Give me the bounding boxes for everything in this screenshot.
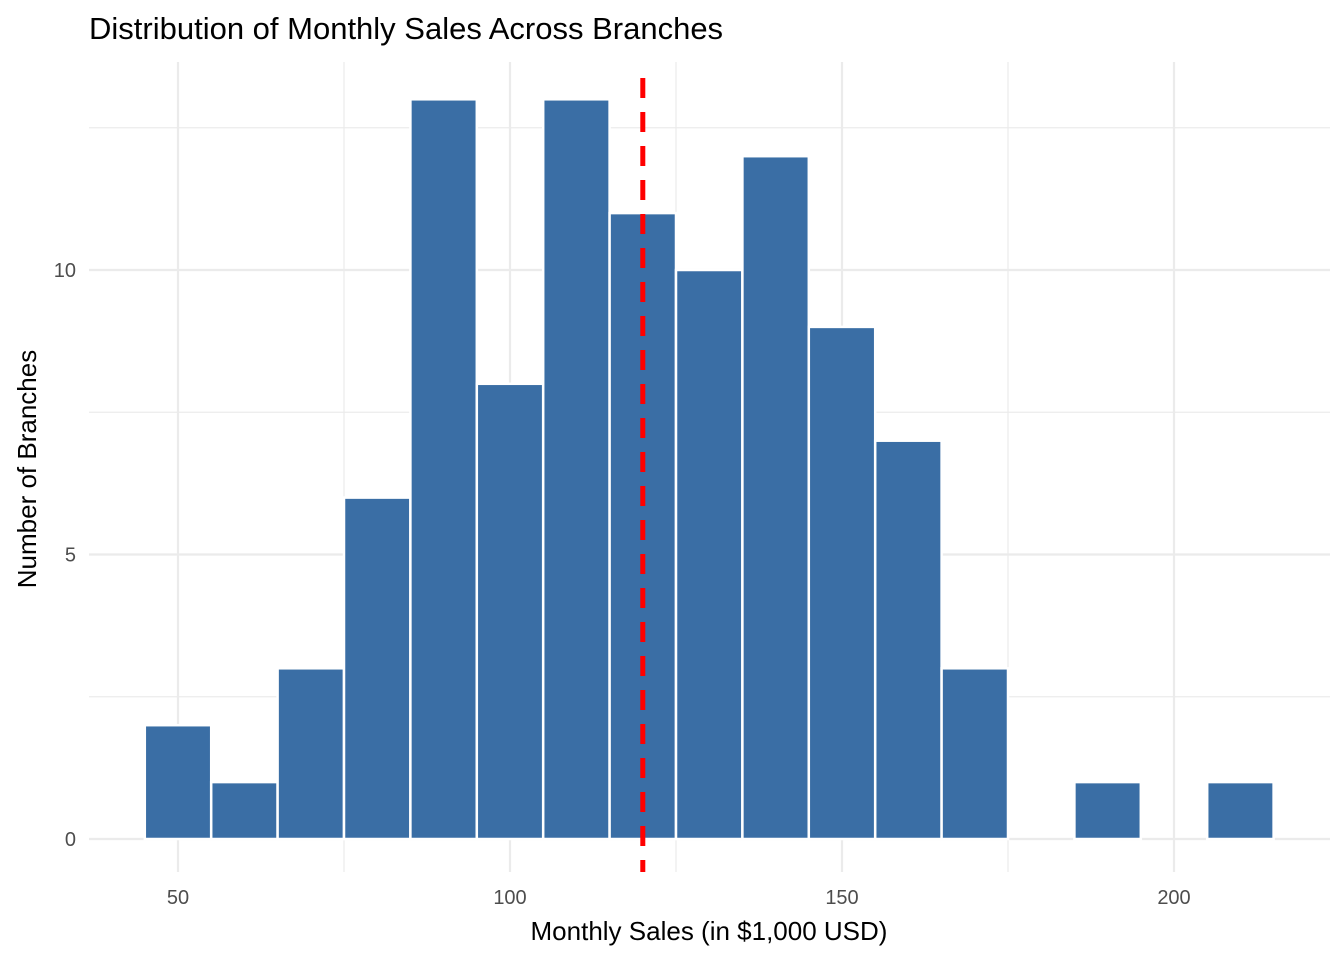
histogram-bar xyxy=(409,98,479,841)
histogram-bar xyxy=(1205,780,1275,841)
histogram-bar xyxy=(741,154,811,841)
histogram-bar xyxy=(873,439,943,841)
histogram-bar xyxy=(475,382,545,841)
x-tick-label: 50 xyxy=(167,887,189,909)
histogram-bar xyxy=(541,98,611,841)
y-axis-tick-labels: 0 5 10 xyxy=(54,260,76,851)
histogram-bar xyxy=(674,268,744,841)
histogram-bar xyxy=(807,325,877,841)
y-tick-label: 5 xyxy=(65,545,76,567)
histogram-bar xyxy=(276,667,346,841)
y-tick-label: 0 xyxy=(65,829,76,851)
histogram-bar xyxy=(342,496,412,841)
histogram-bar xyxy=(1073,780,1143,841)
histogram-bars xyxy=(143,98,1275,841)
y-axis-title: Number of Branches xyxy=(12,350,42,588)
histogram-bar xyxy=(143,723,213,841)
y-tick-label: 10 xyxy=(54,260,76,282)
x-axis-tick-labels: 50 100 150 200 xyxy=(167,887,1191,909)
histogram-bar xyxy=(209,780,279,841)
histogram-bar xyxy=(940,667,1010,841)
x-axis-title: Monthly Sales (in $1,000 USD) xyxy=(531,916,888,946)
x-tick-label: 200 xyxy=(1157,887,1190,909)
chart-title: Distribution of Monthly Sales Across Bra… xyxy=(89,11,723,46)
x-tick-label: 100 xyxy=(493,887,526,909)
x-tick-label: 150 xyxy=(825,887,858,909)
